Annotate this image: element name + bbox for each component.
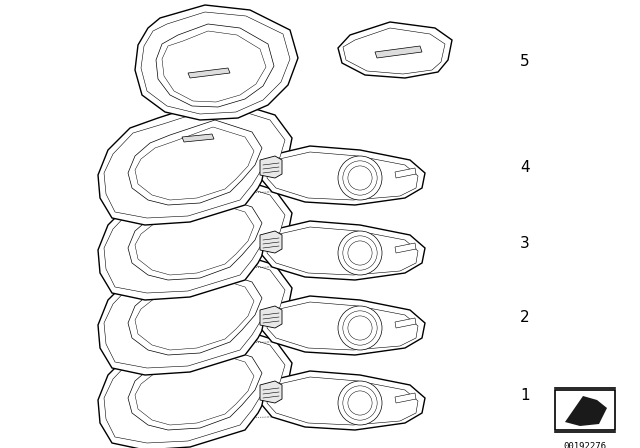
- Polygon shape: [375, 46, 422, 58]
- Polygon shape: [162, 31, 266, 102]
- Polygon shape: [128, 270, 262, 355]
- Polygon shape: [395, 243, 416, 253]
- Polygon shape: [135, 352, 254, 425]
- Circle shape: [348, 166, 372, 190]
- Polygon shape: [395, 168, 416, 178]
- Polygon shape: [188, 68, 230, 78]
- Polygon shape: [267, 377, 418, 425]
- Polygon shape: [104, 105, 285, 218]
- Circle shape: [338, 156, 382, 200]
- Polygon shape: [128, 345, 262, 430]
- Polygon shape: [338, 22, 452, 78]
- Circle shape: [343, 386, 377, 420]
- Polygon shape: [262, 371, 425, 430]
- Text: 00192276: 00192276: [563, 442, 607, 448]
- Polygon shape: [104, 180, 285, 293]
- FancyBboxPatch shape: [555, 390, 615, 430]
- Circle shape: [338, 306, 382, 350]
- Text: 2: 2: [520, 310, 530, 326]
- Text: 4: 4: [520, 160, 530, 176]
- Polygon shape: [135, 5, 298, 120]
- Polygon shape: [98, 323, 292, 448]
- Circle shape: [348, 241, 372, 265]
- Polygon shape: [98, 98, 292, 225]
- Polygon shape: [260, 231, 282, 253]
- Polygon shape: [156, 24, 274, 107]
- Polygon shape: [128, 195, 262, 280]
- Polygon shape: [395, 318, 416, 328]
- Circle shape: [338, 231, 382, 275]
- Polygon shape: [343, 28, 445, 74]
- Polygon shape: [135, 202, 254, 275]
- Polygon shape: [260, 306, 282, 328]
- Polygon shape: [141, 12, 290, 114]
- Text: 1: 1: [520, 388, 530, 402]
- Polygon shape: [260, 156, 282, 178]
- Polygon shape: [267, 227, 418, 275]
- Polygon shape: [182, 209, 214, 217]
- Circle shape: [348, 391, 372, 415]
- Circle shape: [338, 381, 382, 425]
- Circle shape: [343, 311, 377, 345]
- Polygon shape: [98, 248, 292, 375]
- Polygon shape: [128, 120, 262, 205]
- Polygon shape: [267, 302, 418, 350]
- Polygon shape: [267, 152, 418, 200]
- Polygon shape: [135, 277, 254, 350]
- Polygon shape: [182, 359, 214, 367]
- Text: 5: 5: [520, 55, 530, 69]
- Polygon shape: [182, 284, 214, 292]
- Polygon shape: [565, 396, 607, 426]
- Polygon shape: [262, 146, 425, 205]
- Polygon shape: [98, 173, 292, 300]
- Circle shape: [343, 236, 377, 270]
- Polygon shape: [104, 330, 285, 443]
- Polygon shape: [135, 127, 254, 200]
- Circle shape: [343, 161, 377, 195]
- Polygon shape: [182, 134, 214, 142]
- Polygon shape: [260, 381, 282, 403]
- Circle shape: [348, 316, 372, 340]
- Text: 3: 3: [520, 236, 530, 250]
- Polygon shape: [395, 393, 416, 403]
- Polygon shape: [262, 296, 425, 355]
- Polygon shape: [104, 255, 285, 368]
- Polygon shape: [262, 221, 425, 280]
